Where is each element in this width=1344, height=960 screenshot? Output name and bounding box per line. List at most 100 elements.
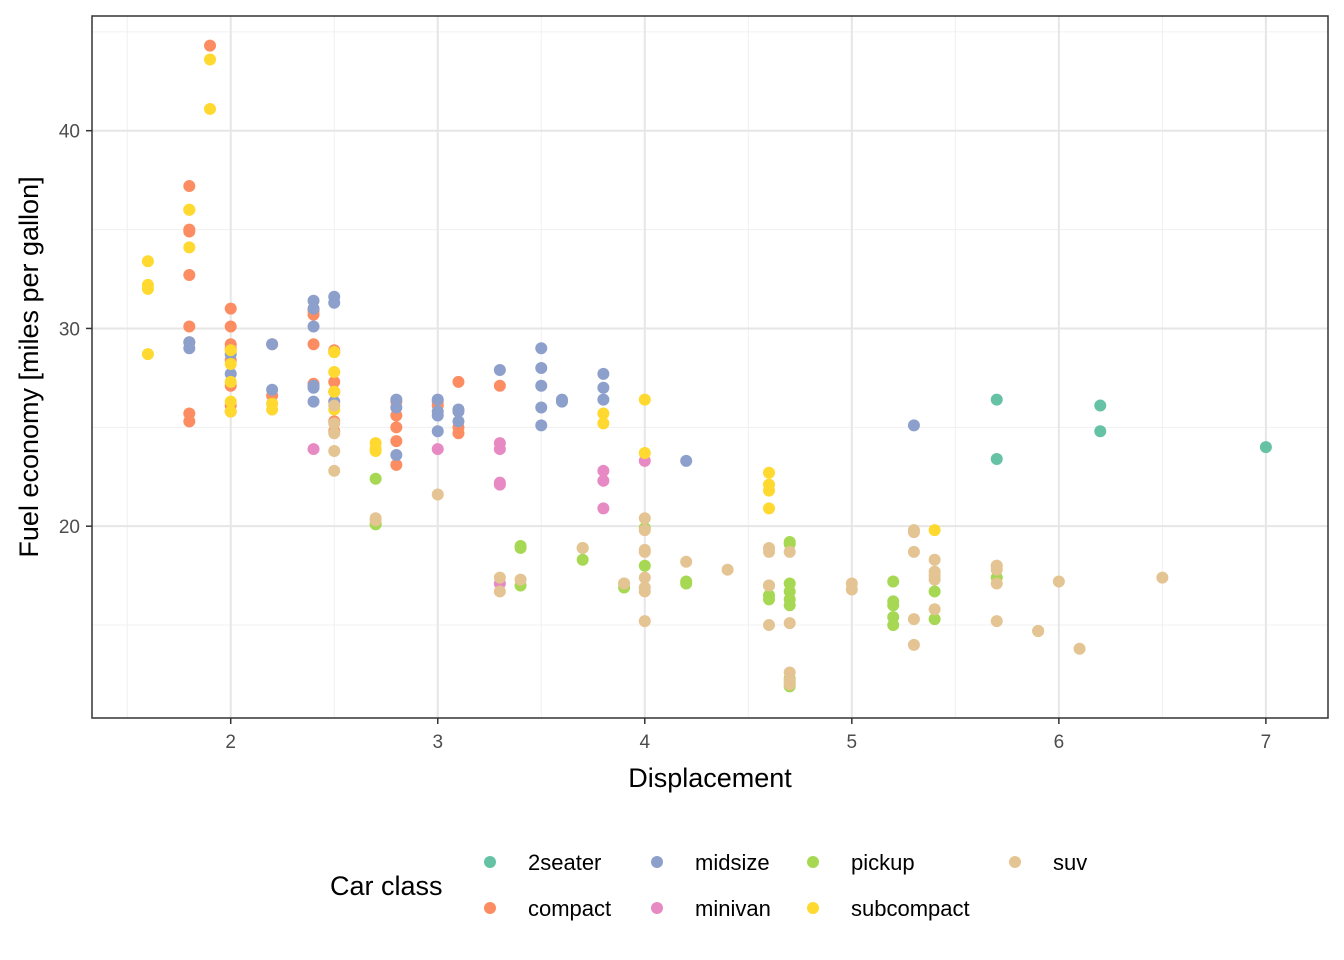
- x-axis-title: Displacement: [628, 763, 792, 793]
- data-point-subcompact: [763, 502, 776, 515]
- x-tick-label: 5: [847, 732, 858, 753]
- data-point-midsize: [535, 401, 548, 414]
- data-point-midsize: [431, 409, 444, 422]
- legend-label-pickup: pickup: [851, 850, 915, 875]
- data-point-suv: [763, 579, 776, 592]
- data-point-suv: [369, 514, 382, 527]
- data-points: [141, 39, 1272, 693]
- data-point-subcompact: [224, 405, 237, 418]
- data-point-subcompact: [328, 346, 341, 359]
- data-point-compact: [204, 39, 217, 52]
- data-point-suv: [638, 585, 651, 598]
- data-point-subcompact: [638, 393, 651, 406]
- data-point-subcompact: [638, 447, 651, 460]
- y-axis-title: Fuel economy [miles per gallon]: [14, 176, 44, 557]
- data-point-subcompact: [328, 385, 341, 398]
- data-point-suv: [928, 603, 941, 616]
- data-point-minivan: [597, 502, 610, 515]
- data-point-suv: [328, 464, 341, 477]
- legend-label-compact: compact: [528, 896, 611, 921]
- data-point-compact: [390, 458, 403, 471]
- x-tick-label: 4: [639, 732, 650, 753]
- data-point-midsize: [307, 395, 320, 408]
- data-point-subcompact: [224, 358, 237, 371]
- legend-key-compact: [484, 902, 496, 914]
- data-point-subcompact: [224, 375, 237, 388]
- data-point-midsize: [307, 320, 320, 333]
- data-point-midsize: [555, 395, 568, 408]
- data-point-midsize: [307, 381, 320, 394]
- data-point-pickup: [928, 613, 941, 626]
- data-point-2seater: [990, 452, 1003, 465]
- panel-border: [91, 15, 1329, 719]
- legend-key-pickup: [807, 856, 819, 868]
- data-point-suv: [990, 577, 1003, 590]
- data-point-compact: [183, 180, 196, 193]
- data-point-2seater: [1094, 399, 1107, 412]
- data-point-compact: [224, 320, 237, 333]
- data-point-minivan: [307, 443, 320, 456]
- data-point-suv: [514, 573, 527, 586]
- data-point-pickup: [887, 611, 900, 624]
- legend-label-suv: suv: [1053, 850, 1087, 875]
- legend-label-midsize: midsize: [695, 850, 770, 875]
- data-point-pickup: [369, 472, 382, 485]
- legend-key-midsize: [651, 856, 663, 868]
- data-point-2seater: [1094, 425, 1107, 438]
- data-point-suv: [680, 555, 693, 568]
- data-point-midsize: [431, 393, 444, 406]
- data-point-midsize: [431, 425, 444, 438]
- x-tick-label: 7: [1261, 732, 1272, 753]
- data-point-minivan: [493, 478, 506, 491]
- data-point-suv: [328, 399, 341, 412]
- data-point-midsize: [266, 383, 279, 396]
- data-point-compact: [183, 407, 196, 420]
- data-point-pickup: [783, 599, 796, 612]
- legend-key-2seater: [484, 856, 496, 868]
- gridlines: [92, 16, 1328, 718]
- data-point-suv: [845, 583, 858, 596]
- y-tick-label: 30: [59, 319, 80, 340]
- x-tick-label: 6: [1054, 732, 1065, 753]
- legend-key-minivan: [651, 902, 663, 914]
- y-tick-label: 40: [59, 122, 80, 143]
- data-point-midsize: [493, 363, 506, 376]
- data-point-suv: [928, 565, 941, 578]
- data-point-midsize: [535, 361, 548, 374]
- data-point-pickup: [638, 559, 651, 572]
- data-point-suv: [928, 553, 941, 566]
- data-point-suv: [783, 666, 796, 679]
- data-point-midsize: [266, 338, 279, 351]
- data-point-subcompact: [369, 445, 382, 458]
- data-point-compact: [390, 435, 403, 448]
- data-point-2seater: [1259, 441, 1272, 454]
- data-point-suv: [1032, 624, 1045, 637]
- data-point-midsize: [183, 336, 196, 349]
- y-tick-label: 20: [59, 517, 80, 538]
- data-point-suv: [783, 545, 796, 558]
- data-point-pickup: [576, 553, 589, 566]
- data-point-minivan: [597, 474, 610, 487]
- data-point-compact: [224, 302, 237, 315]
- data-point-pickup: [887, 575, 900, 588]
- data-point-midsize: [680, 454, 693, 467]
- legend: 2seater compact midsize minivan pickup subcom…: [484, 850, 1087, 921]
- data-point-subcompact: [204, 102, 217, 115]
- data-point-compact: [452, 427, 465, 440]
- panel-background: [92, 16, 1328, 718]
- data-point-suv: [907, 638, 920, 651]
- data-point-suv: [721, 563, 734, 576]
- legend-label-2seater: 2seater: [528, 850, 601, 875]
- data-point-subcompact: [266, 403, 279, 416]
- data-point-suv: [990, 615, 1003, 628]
- data-point-pickup: [680, 577, 693, 590]
- data-point-midsize: [535, 419, 548, 432]
- data-point-suv: [1052, 575, 1065, 588]
- data-point-subcompact: [328, 365, 341, 378]
- data-point-suv: [990, 559, 1003, 572]
- data-point-midsize: [907, 419, 920, 432]
- data-point-midsize: [452, 415, 465, 428]
- data-point-midsize: [390, 401, 403, 414]
- data-point-subcompact: [224, 395, 237, 408]
